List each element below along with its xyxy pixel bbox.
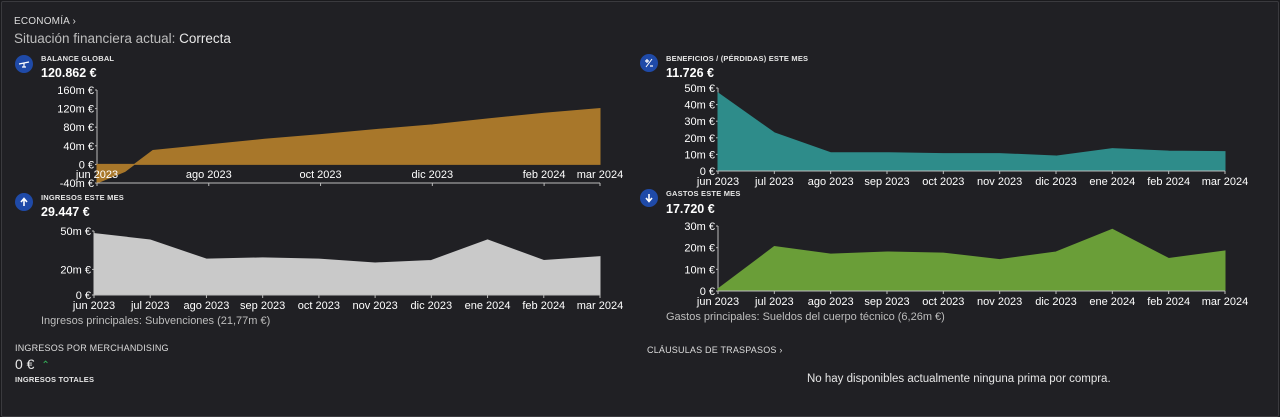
balance-value: 120.862 € <box>41 66 97 80</box>
x-tick-label: ago 2023 <box>808 176 854 188</box>
y-tick-label: 0 € <box>700 286 715 298</box>
x-tick-label: nov 2023 <box>977 176 1022 188</box>
expenses-chart: 30m € 20m € 10m € 0 €jun 2023 jul 2023 ago 20… <box>684 221 1248 308</box>
x-tick-label: ago 2023 <box>808 296 854 308</box>
x-tick-label: dic 2023 <box>1035 176 1077 188</box>
x-tick-label: dic 2023 <box>1035 296 1077 308</box>
profit-value: 11.726 € <box>666 66 714 80</box>
x-tick-label: sep 2023 <box>864 176 909 188</box>
x-tick-label: jun 2023 <box>696 296 739 308</box>
trend-up-icon: ⌃ <box>41 360 50 371</box>
income-chart: 50m € 20m € 0 €jun 2023 jul 2023 ago 2023 sep… <box>60 226 623 312</box>
y-tick-label: 50m € <box>60 226 91 238</box>
x-tick-label: jul 2023 <box>130 300 170 312</box>
y-tick-label: 80m € <box>63 122 94 134</box>
merch-title: INGRESOS POR MERCHANDISING <box>15 343 169 353</box>
y-tick-label: 30m € <box>684 116 715 128</box>
x-tick-label: feb 2024 <box>1147 296 1190 308</box>
arrow-down-icon <box>640 189 658 207</box>
y-tick-label: 0 € <box>76 290 91 302</box>
chevron-right-icon: › <box>779 345 783 355</box>
chevron-right-icon: › <box>72 16 77 27</box>
breadcrumb-label: ECONOMÍA <box>14 16 70 27</box>
x-tick-label: feb 2024 <box>1147 176 1190 188</box>
transfer-clauses-link[interactable]: CLÁUSULAS DE TRASPASOS › <box>647 345 783 355</box>
y-tick-label: 160m € <box>57 85 94 97</box>
y-tick-label: 10m € <box>684 264 715 276</box>
financial-status: Situación financiera actual: Correcta <box>14 31 231 46</box>
y-tick-label: 20m € <box>60 264 91 276</box>
breadcrumb-economy[interactable]: ECONOMÍA › <box>14 16 76 27</box>
x-tick-label: sep 2023 <box>864 296 909 308</box>
y-tick-label: 0 € <box>79 159 94 171</box>
area-series <box>96 108 601 184</box>
y-tick-label: 50m € <box>684 83 715 95</box>
area-series <box>717 228 1226 292</box>
merch-subtitle: INGRESOS TOTALES <box>15 375 95 384</box>
x-tick-label: jun 2023 <box>72 300 115 312</box>
transfer-empty-message: No hay disponibles actualmente ninguna p… <box>807 373 1111 385</box>
expenses-value: 17.720 € <box>666 202 715 216</box>
balance-title: BALANCE GLOBAL <box>41 54 115 63</box>
y-tick-label: 40m € <box>63 141 94 153</box>
x-tick-label: mar 2024 <box>1202 296 1248 308</box>
x-tick-label: mar 2024 <box>577 169 623 181</box>
y-tick-label: 20m € <box>684 133 715 145</box>
y-tick-label: 40m € <box>684 100 715 112</box>
y-tick-label: 20m € <box>684 243 715 255</box>
x-tick-label: ene 2024 <box>465 300 511 312</box>
x-tick-label: jun 2023 <box>696 176 739 188</box>
profit-chart: 50m € 40m € 30m € 20m € 10m € 0 €jun 2023 jul … <box>684 83 1248 188</box>
status-value: Correcta <box>179 31 231 46</box>
x-tick-label: nov 2023 <box>352 300 397 312</box>
x-tick-label: oct 2023 <box>922 296 964 308</box>
x-tick-label: jul 2023 <box>754 176 794 188</box>
arrow-up-icon <box>15 193 33 211</box>
merch-value-row: 0 € ⌃ <box>15 356 50 372</box>
income-value: 29.447 € <box>41 205 90 219</box>
x-tick-label: mar 2024 <box>1202 176 1248 188</box>
scale-icon <box>15 55 33 73</box>
area-series <box>717 92 1226 172</box>
merch-value: 0 € <box>15 356 35 372</box>
x-tick-label: ago 2023 <box>183 300 229 312</box>
y-tick-label: 10m € <box>684 149 715 161</box>
plus-minus-icon <box>640 54 658 72</box>
income-title: INGRESOS ESTE MES <box>41 193 124 202</box>
y-tick-label: 0 € <box>700 166 715 178</box>
x-tick-label: nov 2023 <box>977 296 1022 308</box>
balance-chart: 160m € 120m € 80m € 40m € 0 € -40m €jun 2023 a… <box>57 85 623 190</box>
income-main-source: Ingresos principales: Subvenciones (21,7… <box>41 315 271 327</box>
x-tick-label: feb 2024 <box>523 169 566 181</box>
profit-title: BENEFICIOS / (PÉRDIDAS) ESTE MES <box>666 54 809 63</box>
x-tick-label: sep 2023 <box>240 300 285 312</box>
status-label: Situación financiera actual: <box>14 31 176 46</box>
x-tick-label: oct 2023 <box>922 176 964 188</box>
x-tick-label: oct 2023 <box>299 169 341 181</box>
x-tick-label: ago 2023 <box>186 169 232 181</box>
x-tick-label: jun 2023 <box>75 169 118 181</box>
x-tick-label: jul 2023 <box>754 296 794 308</box>
x-tick-label: dic 2023 <box>412 169 454 181</box>
y-tick-label: 120m € <box>57 104 94 116</box>
x-tick-label: mar 2024 <box>577 300 623 312</box>
x-tick-label: ene 2024 <box>1089 176 1135 188</box>
x-tick-label: feb 2024 <box>522 300 565 312</box>
transfer-clauses-title: CLÁUSULAS DE TRASPASOS <box>647 345 777 355</box>
x-tick-label: ene 2024 <box>1089 296 1135 308</box>
y-tick-label: 30m € <box>684 221 715 233</box>
area-series <box>93 232 601 296</box>
expenses-title: GASTOS ESTE MES <box>666 189 741 198</box>
expenses-main-source: Gastos principales: Sueldos del cuerpo t… <box>666 311 945 323</box>
y-tick-label: -40m € <box>60 178 94 190</box>
x-tick-label: dic 2023 <box>411 300 453 312</box>
x-tick-label: oct 2023 <box>298 300 340 312</box>
